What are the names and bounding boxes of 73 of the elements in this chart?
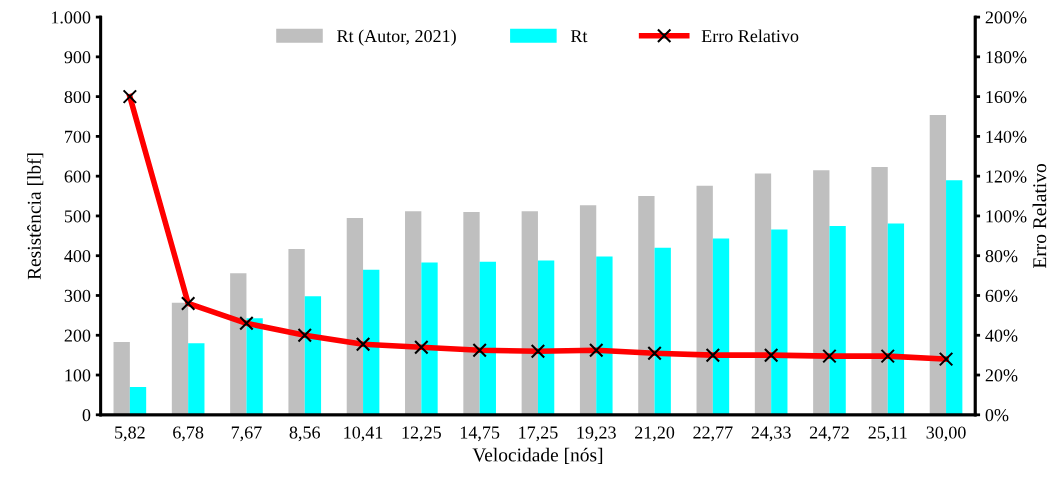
x-tick-label: 22,77 (693, 426, 733, 442)
y-tick-label: 200 (64, 329, 91, 342)
bar (712, 238, 730, 415)
y-tick-label: 600 (64, 170, 91, 183)
bar (230, 273, 247, 415)
y2-tick-label: 20% (985, 369, 1018, 382)
bar (363, 269, 380, 415)
y2-axis-title: Erro Relativo (1032, 164, 1047, 269)
y2-tick-label: 140% (986, 130, 1027, 143)
bar (171, 302, 189, 415)
bar (346, 217, 364, 415)
bar (463, 211, 480, 415)
x-axis-title: Velocidade [nós] (472, 447, 603, 464)
bar (537, 260, 555, 415)
bar (871, 167, 888, 415)
x-tick-label: 24,33 (751, 426, 791, 442)
legend-label: Erro Relativo (701, 29, 799, 43)
bar (929, 114, 947, 415)
y-axis-title: Resistência [lbf] (26, 153, 44, 280)
bar (654, 247, 671, 415)
y2-tick-label: 0% (985, 409, 1009, 422)
y2-tick-label: 120% (986, 170, 1027, 183)
y-tick-label: 1.000 (51, 11, 91, 24)
y2-tick-label: 80% (985, 249, 1018, 263)
x-tick-label: 12,25 (402, 426, 441, 442)
bar (887, 223, 905, 415)
bar (813, 170, 830, 415)
y-tick-label: 100 (65, 369, 91, 382)
x-tick-label: 7,67 (231, 426, 262, 442)
y2-tick-label: 180% (986, 51, 1027, 64)
y-tick-label: 800 (64, 90, 91, 104)
y-tick-label: 700 (65, 130, 91, 143)
bar (288, 248, 305, 415)
y2-tick-label: 100% (986, 210, 1027, 223)
bar (946, 180, 963, 415)
y2-tick-label: 40% (985, 329, 1018, 342)
y-tick-label: 900 (64, 51, 91, 64)
bar (113, 342, 130, 415)
y-tick-label: 300 (64, 289, 91, 302)
bar (521, 211, 538, 415)
bar (579, 205, 597, 415)
x-tick-label: 6,78 (173, 426, 204, 442)
bar (829, 225, 846, 415)
bar (129, 386, 147, 415)
bar (596, 256, 613, 415)
x-tick-label: 17,25 (519, 426, 558, 442)
y-tick-label: 400 (64, 249, 91, 263)
y2-tick-label: 160% (986, 90, 1027, 104)
x-tick-label: 19,23 (577, 426, 616, 442)
bar (246, 318, 263, 415)
x-tick-label: 14,75 (460, 426, 500, 442)
bar (754, 173, 772, 415)
y-tick-label: 0 (82, 409, 91, 422)
bar (188, 343, 205, 415)
x-tick-label: 30,00 (926, 426, 966, 442)
y-tick-label: 500 (64, 210, 91, 223)
bar (771, 229, 788, 415)
bar (696, 185, 713, 415)
y2-tick-label: 200% (985, 11, 1027, 24)
x-tick-label: 5,82 (115, 426, 145, 442)
bar (421, 262, 438, 415)
bar (479, 261, 496, 415)
x-tick-label: 8,56 (289, 426, 321, 442)
bar (304, 296, 322, 415)
bar (405, 211, 422, 415)
x-tick-label: 10,41 (344, 426, 383, 442)
legend-label: Rt (Autor, 2021) (337, 29, 456, 46)
y2-tick-label: 60% (985, 289, 1018, 302)
x-tick-label: 24,72 (809, 426, 849, 442)
x-tick-label: 21,20 (635, 426, 675, 442)
legend-label: Rt (570, 30, 588, 43)
bar (638, 196, 655, 415)
x-tick-label: 25,11 (868, 426, 907, 442)
